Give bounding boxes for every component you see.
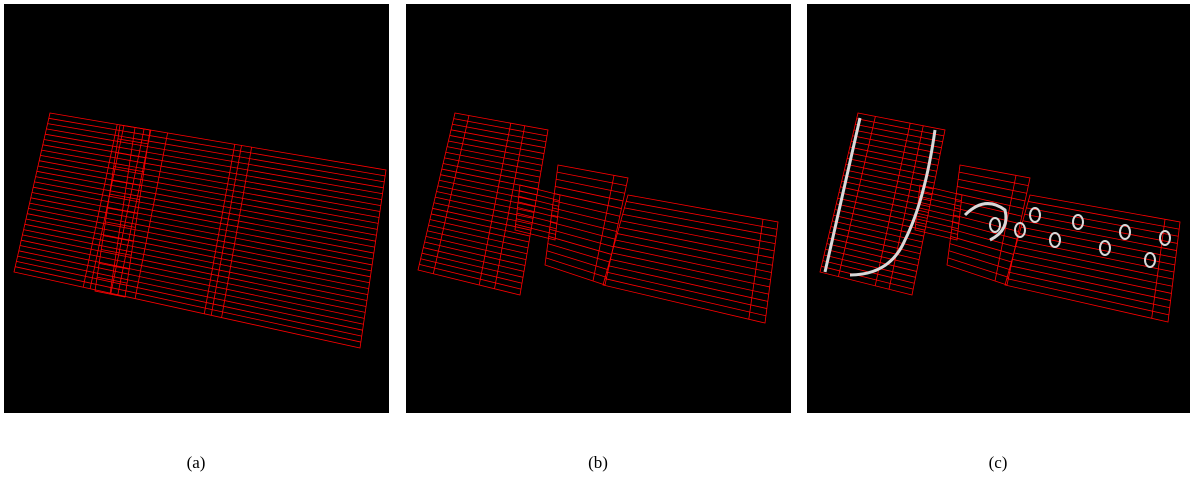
- figure: (a) (b) (c): [0, 0, 1190, 481]
- caption: (c): [989, 453, 1008, 472]
- caption: (b): [588, 453, 608, 472]
- panel-c-image: [807, 4, 1190, 413]
- page: (a) (b) (c) (() => { const data = JSON.p…: [0, 0, 1190, 481]
- caption: (a): [187, 453, 206, 472]
- panel-b-image: [406, 4, 791, 413]
